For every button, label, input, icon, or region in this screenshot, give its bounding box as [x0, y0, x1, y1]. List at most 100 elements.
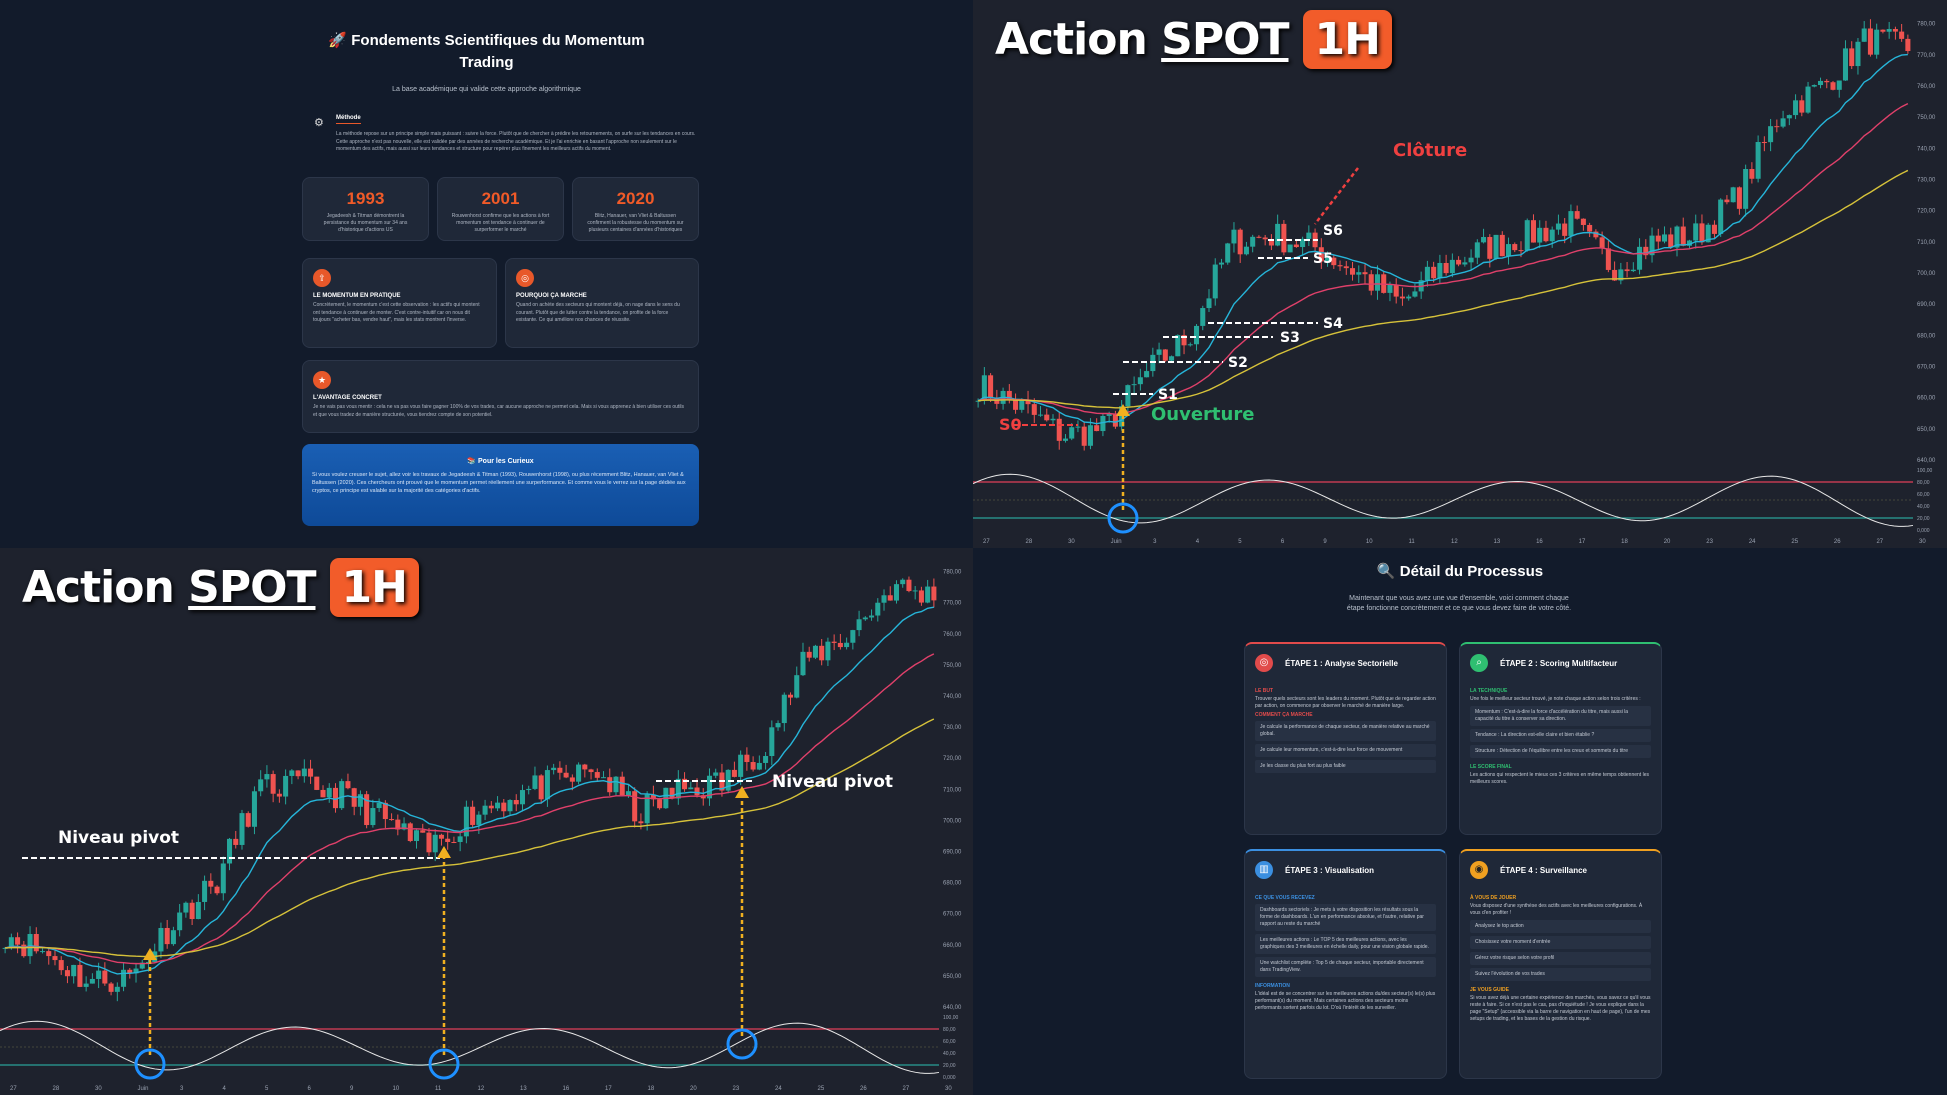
candle-body: [1892, 29, 1898, 32]
candle-body: [457, 836, 463, 842]
s5-label: S5: [1313, 251, 1333, 267]
candle-body: [1786, 115, 1792, 119]
date-tick-label: 12: [478, 1086, 485, 1092]
candle-body: [507, 800, 513, 812]
date-tick-label: 3: [180, 1086, 184, 1092]
price-tick-label: 670,00: [943, 912, 962, 918]
candle-body: [706, 775, 712, 799]
step-text: L'idéal est de se concentrer sur les mei…: [1255, 991, 1436, 1011]
osc-tick-label: 20,00: [943, 1063, 956, 1069]
candle-body: [1131, 384, 1137, 386]
candle-body: [1350, 268, 1356, 275]
candle-body: [1662, 234, 1668, 242]
date-tick-label: 30: [1919, 539, 1926, 545]
list-item: Tendance : La direction est-elle claire …: [1470, 729, 1651, 742]
candle-body: [569, 777, 575, 782]
candle-body: [931, 586, 937, 601]
candle-body: [1637, 246, 1643, 270]
candle-body: [763, 756, 769, 763]
candle-body: [414, 830, 420, 842]
pivot-label-2: Niveau pivot: [772, 772, 893, 792]
date-tick-label: Juin: [138, 1086, 149, 1092]
date-tick-label: 27: [10, 1086, 17, 1092]
candle-body: [1412, 291, 1418, 297]
candle-body: [438, 834, 444, 839]
date-tick-label: Juin: [1111, 539, 1122, 545]
candle-body: [862, 617, 868, 620]
candle-body: [1743, 169, 1749, 209]
section-label: LE SCORE FINAL: [1470, 764, 1512, 770]
cloture-arrow: [1314, 167, 1359, 225]
candle-body: [1362, 272, 1368, 275]
eye-icon: ◉: [1470, 861, 1488, 879]
timeframe-badge: 1H: [329, 558, 419, 617]
price-tick-label: 670,00: [1917, 364, 1936, 370]
list-item: Je calcule la performance de chaque sect…: [1255, 721, 1436, 741]
candle-body: [557, 767, 563, 773]
candle-body: [1387, 284, 1393, 293]
date-tick-label: 30: [945, 1086, 952, 1092]
candle-body: [270, 774, 276, 794]
curious-text: Si vous voulez creuser le sujet, allez v…: [312, 472, 686, 494]
candle-body: [1431, 266, 1437, 279]
candle-body: [239, 813, 245, 845]
magnifier-icon: 🔍: [1376, 563, 1396, 580]
candle-body: [1736, 187, 1742, 209]
section-label: LE BUT: [1255, 688, 1274, 694]
price-tick-label: 650,00: [1917, 427, 1936, 433]
candle-body: [1568, 211, 1574, 236]
candle-body: [1699, 223, 1705, 243]
ema-mid-line: [977, 102, 1909, 415]
date-tick-label: 23: [1706, 539, 1713, 545]
candle-body: [1880, 29, 1886, 32]
date-tick-label: 17: [1579, 539, 1586, 545]
candle-body: [1774, 126, 1780, 128]
date-tick-label: 20: [1664, 539, 1671, 545]
candle-body: [1899, 31, 1905, 39]
curious-box: 📚 Pour les Curieux Si vous voulez creuse…: [302, 444, 699, 526]
candle-body: [1206, 298, 1212, 309]
price-chart-svg: 780,00 770,00 760,00 750,00 740,00 730,00 720,…: [973, 19, 1936, 545]
candle-body: [688, 787, 694, 790]
date-tick-label: 9: [350, 1086, 354, 1092]
price-tick-label: 780,00: [1917, 22, 1936, 28]
candle-body: [283, 775, 289, 797]
candle-body: [1799, 100, 1805, 113]
candle-body: [1156, 349, 1162, 355]
date-tick-label: 10: [1366, 539, 1373, 545]
candle-body: [401, 823, 407, 830]
candle-body: [220, 863, 226, 894]
candle-body: [476, 814, 482, 825]
candle-body: [108, 983, 114, 992]
price-tick-label: 640,00: [943, 1005, 962, 1011]
candle-body: [1730, 187, 1736, 203]
candle-body: [906, 579, 912, 592]
date-tick-label: 5: [265, 1086, 269, 1092]
candle-body: [994, 398, 1000, 404]
candle-body: [988, 375, 994, 399]
candle-body: [1256, 236, 1262, 238]
candle-body: [750, 762, 756, 770]
date-tick-label: 25: [1791, 539, 1798, 545]
candle-body: [1449, 259, 1455, 274]
candle-body: [1562, 223, 1568, 236]
candle-body: [638, 821, 644, 824]
methode-text: La méthode repose sur un principe simple…: [336, 131, 696, 152]
price-tick-label: 770,00: [1917, 53, 1936, 59]
price-tick-label: 720,00: [943, 756, 962, 762]
date-tick-label: 13: [1494, 539, 1501, 545]
candle-body: [420, 830, 426, 833]
candle-body: [1194, 325, 1200, 345]
chart-title: Action SPOT 1H: [995, 10, 1392, 69]
step-card-2: ⌕ ÉTAPE 2 : Scoring Multifacteur LA TECH…: [1459, 642, 1662, 835]
candle-body: [1668, 234, 1674, 248]
candle-body: [345, 781, 351, 789]
price-tick-label: 720,00: [1917, 209, 1936, 215]
candle-body: [1337, 265, 1343, 267]
candle-body: [1711, 224, 1717, 234]
candle-body: [1643, 246, 1649, 256]
candle-body: [1406, 296, 1412, 299]
candle-body: [1830, 82, 1836, 90]
candle-body: [887, 595, 893, 601]
candle-body: [657, 799, 663, 809]
